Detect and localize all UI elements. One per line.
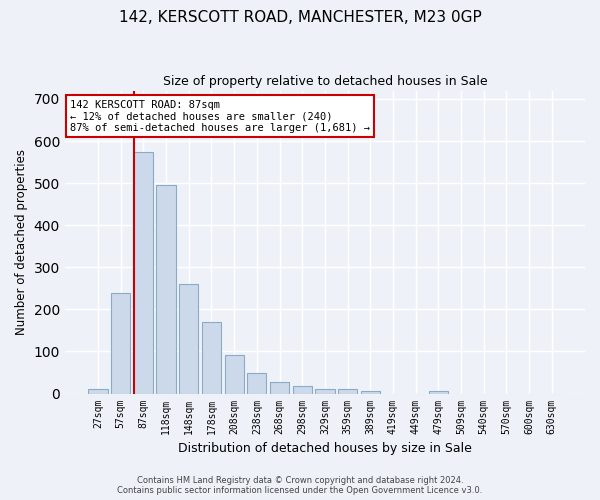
Bar (202, 322, 221, 394)
Title: Size of property relative to detached houses in Sale: Size of property relative to detached ho… (163, 75, 487, 88)
Text: 142 KERSCOTT ROAD: 87sqm
← 12% of detached houses are smaller (240)
87% of semi-: 142 KERSCOTT ROAD: 87sqm ← 12% of detach… (70, 100, 370, 133)
Bar (179, 284, 199, 394)
X-axis label: Distribution of detached houses by size in Sale: Distribution of detached houses by size … (178, 442, 472, 455)
Bar (134, 152, 153, 394)
Y-axis label: Number of detached properties: Number of detached properties (15, 149, 28, 335)
Bar (270, 382, 289, 394)
Bar (315, 389, 335, 394)
Bar (428, 392, 448, 394)
Bar (247, 372, 266, 394)
Text: 142, KERSCOTT ROAD, MANCHESTER, M23 0GP: 142, KERSCOTT ROAD, MANCHESTER, M23 0GP (119, 10, 481, 25)
Bar (157, 185, 176, 394)
Bar (88, 388, 108, 394)
Bar (111, 292, 130, 394)
Bar (293, 386, 312, 394)
Bar (361, 391, 380, 394)
Text: Contains HM Land Registry data © Crown copyright and database right 2024.
Contai: Contains HM Land Registry data © Crown c… (118, 476, 482, 495)
Bar (338, 389, 357, 394)
Bar (224, 355, 244, 394)
